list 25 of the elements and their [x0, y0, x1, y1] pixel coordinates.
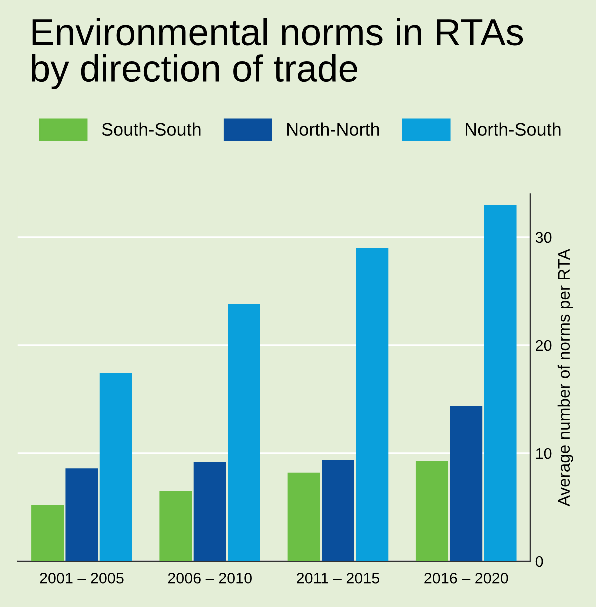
x-tick-label: 2001 – 2005 [40, 572, 124, 584]
chart-title: Environmental norms in RTAs by direction of trade [32, 18, 524, 90]
legend-label: South-South [102, 122, 201, 136]
bar [32, 505, 64, 562]
bar [160, 491, 192, 562]
bar [356, 248, 389, 562]
bar [228, 304, 260, 562]
bar [100, 374, 132, 562]
bar [66, 468, 98, 562]
y-tick-label: 0 [536, 556, 544, 568]
y-tick-label: 20 [536, 340, 552, 352]
legend-label: North-South [466, 122, 561, 136]
bar [416, 461, 448, 562]
bar [322, 460, 354, 562]
x-tick-label: 2011 – 2015 [297, 572, 380, 584]
bar [450, 406, 483, 562]
y-axis-title: Average number of norms per RTA [558, 249, 574, 507]
bar [288, 472, 320, 562]
y-tick-label: 10 [536, 448, 552, 460]
x-tick-label: 2016 – 2020 [424, 572, 508, 584]
legend-label: North-North [288, 122, 380, 136]
bar [484, 205, 517, 562]
x-tick-label: 2006 – 2010 [168, 572, 252, 584]
y-tick-label: 30 [536, 232, 552, 244]
bar [194, 462, 226, 562]
